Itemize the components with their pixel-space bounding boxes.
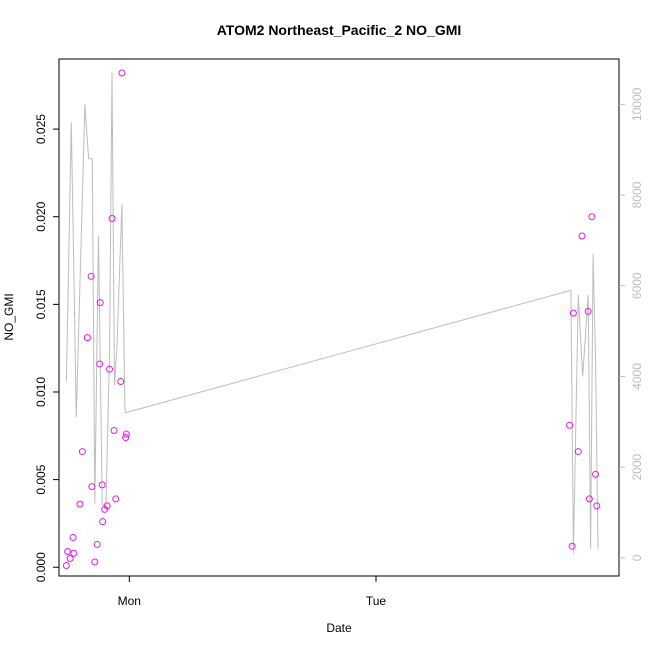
data-point (66, 554, 74, 562)
y-tick-label: 0.010 (34, 377, 48, 407)
data-point (98, 481, 106, 489)
data-point (62, 561, 70, 569)
x-axis-label: Date (326, 621, 352, 635)
plot-frame (58, 58, 620, 577)
data-point (101, 505, 109, 513)
x-tick-label: Tue (366, 594, 387, 608)
y2-tick-label: 10000 (630, 87, 644, 121)
data-point (588, 213, 596, 221)
data-point (585, 495, 593, 503)
y2-tick-label: 4000 (630, 363, 644, 390)
data-point (584, 307, 592, 315)
data-point (99, 518, 107, 526)
y-tick-label: 0.020 (34, 201, 48, 231)
data-point (76, 500, 84, 508)
y-axis-label: NO_GMI (2, 293, 16, 340)
data-point (593, 502, 601, 510)
data-point (103, 502, 111, 510)
data-point (93, 540, 101, 548)
point-series (62, 69, 601, 569)
y2-tick-label: 0 (630, 554, 644, 561)
y-tick-label: 0.005 (34, 464, 48, 494)
data-point (108, 214, 116, 222)
data-point (566, 421, 574, 429)
x-tick-label: Mon (118, 594, 141, 608)
data-point (69, 533, 77, 541)
data-point (83, 334, 91, 342)
data-point (87, 272, 95, 280)
y-tick-label: 0.000 (34, 552, 48, 582)
data-point (569, 309, 577, 317)
x-axis: Mon Tue (118, 576, 387, 608)
y-tick-label: 0.025 (34, 114, 48, 144)
data-point (106, 365, 114, 373)
data-point (64, 547, 72, 555)
data-point (578, 232, 586, 240)
y2-tick-label: 8000 (630, 181, 644, 208)
y2-tick-label: 6000 (630, 272, 644, 299)
data-point (112, 495, 120, 503)
data-point (118, 69, 126, 77)
data-point (122, 434, 130, 442)
data-point (110, 427, 118, 435)
data-point (117, 377, 125, 385)
data-point (88, 483, 96, 491)
data-point (592, 470, 600, 478)
data-point (78, 448, 86, 456)
data-point (91, 558, 99, 566)
y-tick-label: 0.015 (34, 289, 48, 319)
y2-tick-label: 2000 (630, 453, 644, 480)
data-point (96, 360, 104, 368)
data-point (70, 549, 78, 557)
data-point (568, 542, 576, 550)
data-point (122, 430, 130, 438)
data-point (574, 448, 582, 456)
y-axis-left: 0.000 0.005 0.010 0.015 0.020 0.025 (34, 114, 59, 582)
y-axis-right: 0 2000 4000 6000 8000 10000 (619, 87, 644, 561)
data-point (96, 299, 104, 307)
line-series (65, 72, 599, 554)
chart-title: ATOM2 Northeast_Pacific_2 NO_GMI (217, 22, 462, 38)
